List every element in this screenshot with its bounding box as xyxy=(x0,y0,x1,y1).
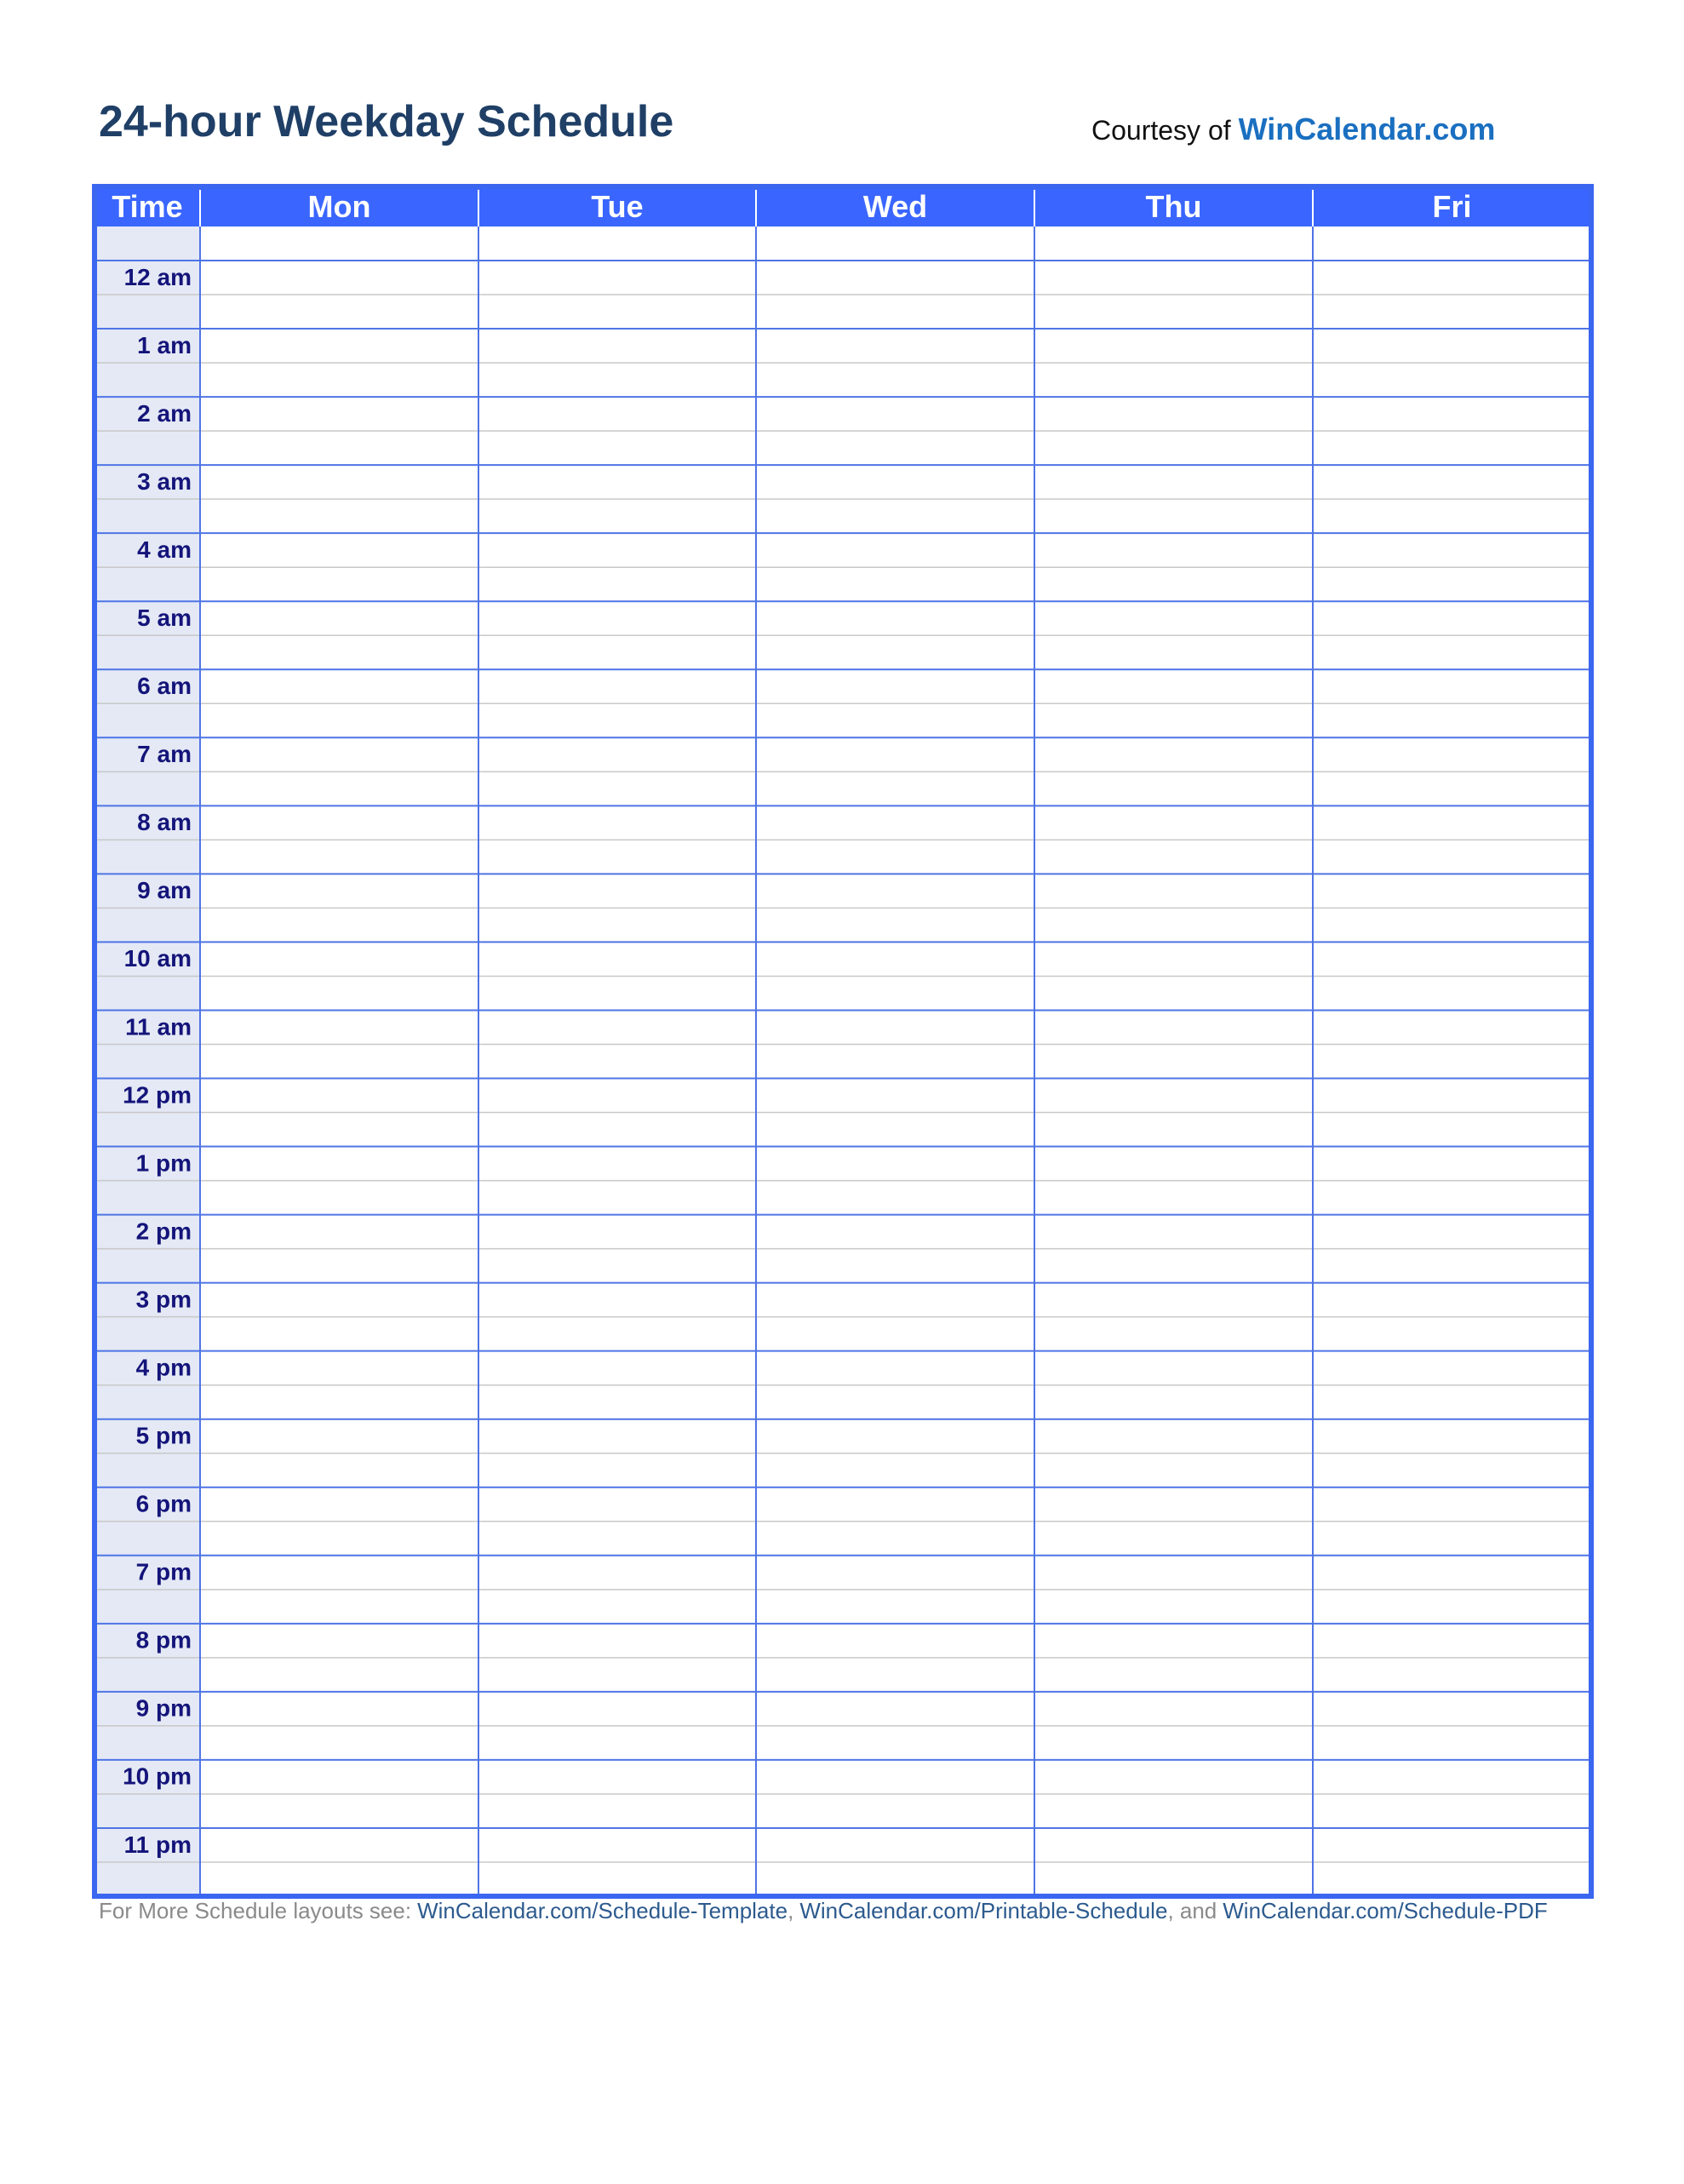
time-label: 10 am xyxy=(124,945,192,972)
courtesy: Courtesy of WinCalendar.com xyxy=(1091,112,1495,146)
footer-text: , xyxy=(788,1898,793,1923)
courtesy-link[interactable]: WinCalendar.com xyxy=(1239,112,1496,146)
column-header: Time xyxy=(112,189,182,224)
time-label: 6 pm xyxy=(136,1491,192,1517)
footer-link[interactable]: WinCalendar.com/Printable-Schedule xyxy=(799,1898,1167,1923)
time-label: 2 am xyxy=(137,400,192,427)
column-header: Wed xyxy=(863,189,927,224)
footer-link[interactable]: WinCalendar.com/Schedule-Template xyxy=(417,1898,788,1923)
table-border xyxy=(92,184,1594,1899)
column-header: Mon xyxy=(308,189,371,224)
time-label: 8 pm xyxy=(136,1627,192,1654)
time-label: 11 pm xyxy=(124,1831,192,1858)
time-label: 4 pm xyxy=(136,1354,192,1380)
time-label: 9 am xyxy=(137,877,192,903)
time-label: 12 pm xyxy=(123,1081,192,1108)
time-label: 3 pm xyxy=(136,1286,192,1312)
footer-text: For More Schedule layouts see: xyxy=(99,1898,411,1923)
column-header: Tue xyxy=(591,189,643,224)
header-bg xyxy=(95,186,1591,226)
time-label: 11 am xyxy=(125,1013,192,1040)
footer-text: , and xyxy=(1167,1898,1217,1923)
column-header: Thu xyxy=(1146,189,1202,224)
time-label: 8 am xyxy=(137,809,192,835)
title: 24-hour Weekday Schedule xyxy=(99,97,673,146)
time-label: 10 pm xyxy=(123,1763,192,1790)
column-header: Fri xyxy=(1432,189,1471,224)
footer-link[interactable]: WinCalendar.com/Schedule-PDF xyxy=(1223,1898,1548,1923)
footer: For More Schedule layouts see: WinCalenda… xyxy=(99,1898,1548,1923)
time-column-bg xyxy=(95,226,200,1896)
time-label: 1 pm xyxy=(136,1149,192,1176)
time-label: 7 am xyxy=(137,741,192,767)
time-label: 9 pm xyxy=(136,1695,192,1722)
courtesy-text: Courtesy of xyxy=(1091,115,1231,146)
time-label: 2 pm xyxy=(136,1218,192,1244)
time-label: 1 am xyxy=(137,332,192,358)
time-label: 5 pm xyxy=(136,1423,192,1449)
time-label: 3 am xyxy=(137,468,192,495)
time-label: 4 am xyxy=(137,536,192,563)
time-label: 7 pm xyxy=(136,1559,192,1585)
time-label: 6 am xyxy=(137,673,192,699)
time-label: 12 am xyxy=(124,264,192,290)
time-label: 5 am xyxy=(137,605,192,631)
